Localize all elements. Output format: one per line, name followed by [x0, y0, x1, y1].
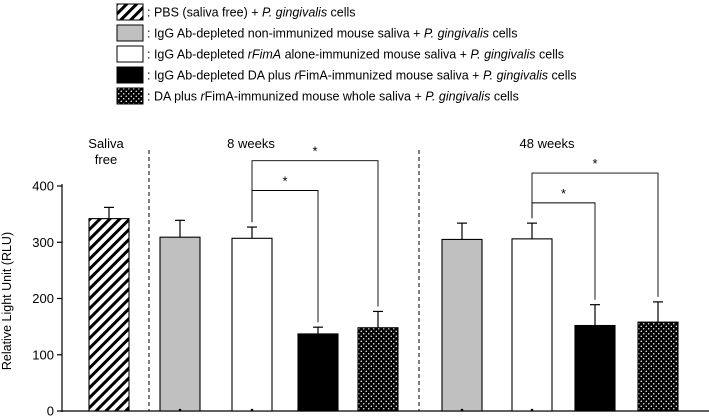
group-label: Saliva [88, 136, 124, 151]
legend-label-part: FimA-immunized mouse whole saliva + [205, 90, 426, 104]
bar-9 [637, 301, 679, 412]
legend-label-part: : IgG Ab-depleted DA plus [147, 69, 294, 83]
group-separators [148, 150, 420, 411]
x-tick-dot [530, 408, 534, 412]
legend-label: : DA plus rFimA-immunized mouse whole sa… [147, 90, 519, 104]
bar [88, 218, 130, 412]
significance-star: * [592, 156, 597, 171]
bar [574, 324, 616, 412]
x-tick-dot [460, 408, 464, 412]
significance-star: * [282, 174, 287, 189]
y-axis-label: Relative Light Unit (RLU) [0, 232, 14, 370]
legend-label-part: P. gingivalis [262, 6, 327, 20]
legend-label-part: cells [489, 27, 517, 41]
bar [159, 236, 201, 412]
legend-label-part: r [201, 90, 206, 104]
legend-label-part: : IgG Ab-depleted non-immunized mouse sa… [147, 27, 424, 41]
bar-6 [441, 222, 483, 412]
bar-2 [159, 219, 201, 412]
legend-item: : PBS (saliva free) + P. gingivalis cell… [116, 3, 356, 21]
bar [357, 327, 399, 412]
legend-swatch [116, 45, 144, 63]
legend-label-part: : IgG Ab-depleted [147, 48, 248, 62]
legend-label-part: P. gingivalis [470, 48, 535, 62]
legend-item: : IgG Ab-depleted non-immunized mouse sa… [116, 24, 517, 42]
legend-label-part: : DA plus [147, 90, 201, 104]
legend-label-part: : PBS (saliva free) + [147, 6, 262, 20]
legend-label-part: cells [548, 69, 576, 83]
bracket-line [531, 172, 659, 297]
legend-swatch [116, 24, 144, 42]
y-tick-label: 0 [47, 404, 54, 418]
bar [511, 238, 553, 412]
legend-label-part: P. gingivalis [483, 69, 548, 83]
legend-item: : IgG Ab-depleted DA plus rFimA-immunize… [116, 66, 577, 84]
significance-bracket: * [531, 156, 659, 297]
legend-item: : IgG Ab-depleted rFimA alone-immunized … [116, 45, 564, 63]
legend-label-part: FimA-immunized mouse saliva + [299, 69, 483, 83]
legend-label-part: cells [490, 90, 518, 104]
bar-8 [574, 304, 616, 412]
legend-label: : IgG Ab-depleted rFimA alone-immunized … [147, 48, 564, 62]
y-tick-label: 300 [32, 235, 54, 250]
bar [637, 321, 679, 412]
y-tick-label: 200 [32, 291, 54, 306]
bar-5 [357, 310, 399, 412]
legend-label-part: P. gingivalis [425, 90, 490, 104]
y-tick-label: 100 [32, 347, 54, 362]
legend-label: : IgG Ab-depleted DA plus rFimA-immunize… [147, 69, 577, 83]
group-label: 48 weeks [520, 136, 575, 151]
legend-label-part: r [294, 69, 299, 83]
legend-label: : PBS (saliva free) + P. gingivalis cell… [147, 6, 356, 20]
significance-brackets: * * * * [251, 144, 659, 323]
legend-label: : IgG Ab-depleted non-immunized mouse sa… [147, 27, 517, 41]
group-label-line2: free [95, 152, 117, 167]
bar-3 [231, 226, 273, 412]
bar [297, 333, 339, 412]
x-tick-dot [593, 408, 597, 412]
bar [231, 237, 273, 412]
x-tick-dot [178, 408, 182, 412]
x-tick-dot [316, 408, 320, 412]
bar-7 [511, 222, 553, 412]
x-tick-dot [376, 408, 380, 412]
legend-label-part: cells [327, 6, 355, 20]
legend-item: : DA plus rFimA-immunized mouse whole sa… [116, 87, 519, 105]
legend: : PBS (saliva free) + P. gingivalis cell… [116, 3, 577, 105]
legend-label-part: P. gingivalis [424, 27, 489, 41]
bar-1 [88, 206, 130, 412]
legend-swatch [116, 87, 144, 105]
bar [441, 238, 483, 412]
x-tick-dot [250, 408, 254, 412]
x-tick-dot [656, 408, 660, 412]
significance-star: * [312, 144, 317, 159]
significance-star: * [561, 186, 566, 201]
legend-label-part: alone-immunized mouse saliva + [281, 48, 470, 62]
legend-label-part: cells [536, 48, 564, 62]
significance-bracket: * [251, 144, 379, 307]
legend-swatch [116, 3, 144, 21]
bar-4 [297, 326, 339, 412]
bracket-line [251, 160, 379, 307]
y-tick-label: 400 [32, 179, 54, 194]
legend-swatch [116, 66, 144, 84]
bars [88, 206, 679, 412]
group-label: 8 weeks [227, 136, 275, 151]
legend-label-part: rFimA [248, 48, 281, 62]
